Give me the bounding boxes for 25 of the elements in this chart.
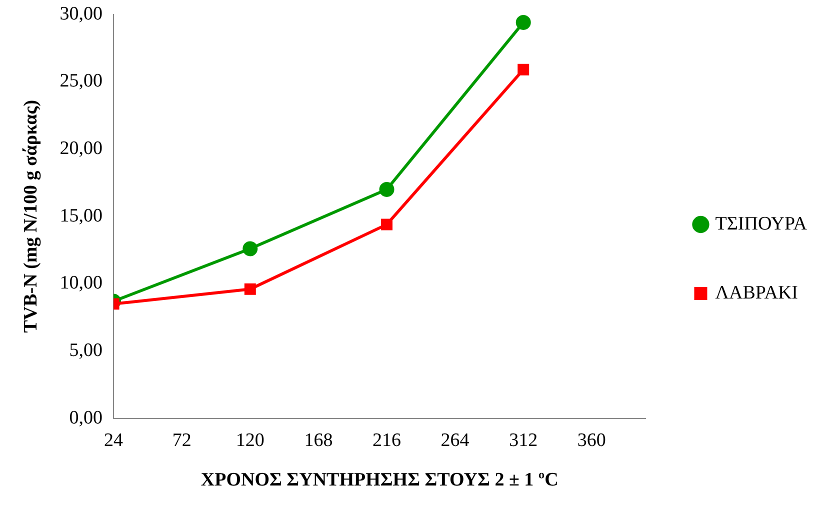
x-axis-title: ΧΡΟΝΟΣ ΣΥΝΤΗΡΗΣΗΣ ΣΤΟΥΣ 2 ± 1 ºC (200, 470, 558, 491)
x-tick-label: 168 (304, 430, 333, 451)
point (381, 218, 392, 230)
y-tick-label: 0,00 (69, 407, 103, 428)
y-tick-label: 5,00 (69, 340, 103, 362)
point (516, 14, 531, 30)
x-tick-label: 264 (440, 430, 470, 451)
x-tick-label: 312 (509, 430, 538, 451)
x-tick-label: 24 (104, 430, 124, 451)
point (242, 241, 258, 256)
y-tick-label: 10,00 (60, 272, 103, 294)
legend-label: ΤΣΙΠΟΥΡΑ (715, 213, 808, 234)
y-axis-title: TVB-N (mg N/100 g σάρκας) (20, 100, 42, 333)
x-tick-label: 120 (236, 430, 264, 451)
y-tick-label: 15,00 (60, 205, 103, 226)
point (379, 182, 394, 197)
y-tick-label: 25,00 (60, 70, 103, 92)
point (244, 283, 256, 295)
legend-label: ΛΑΒΡΑΚΙ (715, 282, 798, 304)
y-tick-label: 20,00 (60, 138, 103, 160)
point (518, 64, 530, 76)
x-tick-label: 360 (577, 430, 606, 451)
x-tick-label: 72 (172, 430, 192, 451)
x-tick-label: 216 (372, 430, 402, 451)
y-tick-label: 30,00 (60, 3, 103, 24)
